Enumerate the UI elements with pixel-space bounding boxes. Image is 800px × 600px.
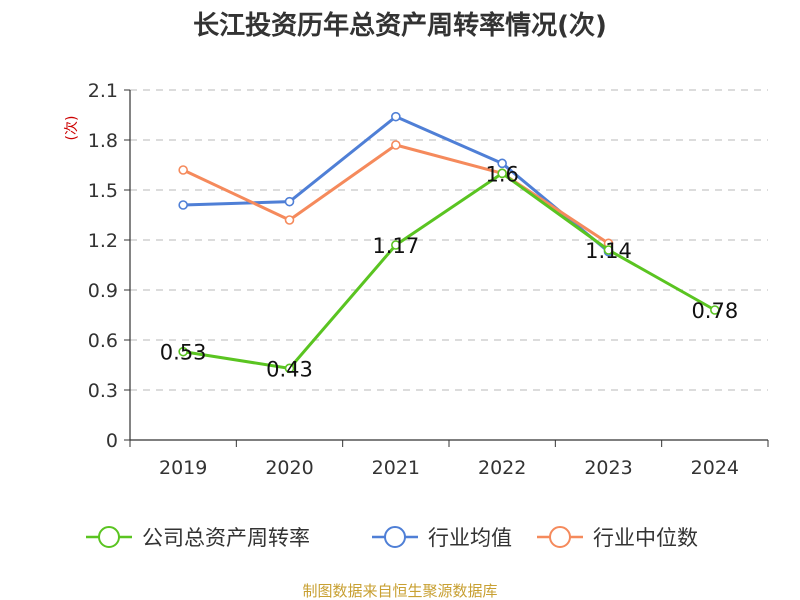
x-tick-label: 2023 (584, 457, 632, 479)
legend-label: 行业中位数 (593, 526, 698, 550)
legend-item: 行业中位数 (537, 526, 698, 550)
x-tick-label: 2020 (265, 457, 313, 479)
data-label: 1.14 (585, 239, 632, 263)
y-tick-label: 0.9 (88, 280, 118, 302)
data-label: 1.6 (485, 162, 518, 186)
legend: 公司总资产周转率 行业均值 行业中位数 (86, 526, 698, 550)
legend-swatch-marker (384, 526, 406, 548)
data-point (391, 111, 401, 122)
source-note: 制图数据来自恒生聚源数据库 (302, 582, 497, 600)
y-tick-label: 1.5 (88, 180, 118, 202)
data-point (391, 140, 401, 150)
y-tick-label: 2.1 (88, 80, 118, 102)
x-tick-label: 2021 (372, 457, 420, 479)
data-label: 0.53 (160, 341, 207, 365)
y-tick-label: 0 (106, 430, 118, 452)
data-point (178, 200, 188, 210)
legend-label: 公司总资产周转率 (142, 526, 310, 550)
data-label: 0.43 (266, 357, 313, 381)
y-tick-label: 1.8 (88, 130, 118, 152)
legend-swatch-marker (98, 526, 120, 548)
y-axis-unit: (次) (64, 116, 80, 141)
x-tick-label: 2019 (159, 457, 207, 479)
x-tick-label: 2024 (691, 457, 739, 479)
chart-title: 长江投资历年总资产周转率情况(次) (193, 10, 607, 41)
data-point (497, 158, 507, 169)
data-label: 0.78 (691, 299, 738, 323)
data-point (178, 165, 188, 175)
axes: 0 0.3 0.6 0.9 1.2 1.5 1.8 2.1 2019 2020 2021 2022 20… (88, 80, 769, 479)
series-line (182, 143, 610, 245)
y-tick-label: 0.6 (88, 330, 118, 352)
data-labels: 0.53 0.43 1.17 1.6 1.14 0.78 (160, 162, 738, 381)
data-point (710, 305, 720, 315)
data-point (603, 245, 614, 255)
legend-item: 公司总资产周转率 (86, 526, 310, 550)
data-point (284, 215, 295, 225)
series-line (182, 171, 716, 370)
grid-lines (130, 89, 768, 391)
legend-label: 行业均值 (428, 526, 512, 550)
data-point (284, 196, 295, 207)
y-tick-label: 0.3 (88, 380, 118, 402)
data-label: 1.17 (372, 234, 419, 258)
series-lines (178, 111, 720, 374)
y-tick-label: 1.2 (88, 230, 118, 252)
data-point (284, 363, 295, 374)
data-point (497, 168, 507, 179)
x-tick-label: 2022 (478, 457, 526, 479)
series-line (183, 115, 610, 253)
data-point (178, 346, 188, 357)
data-point (391, 240, 401, 250)
legend-item: 行业均值 (372, 526, 512, 550)
legend-swatch-marker (549, 526, 571, 548)
